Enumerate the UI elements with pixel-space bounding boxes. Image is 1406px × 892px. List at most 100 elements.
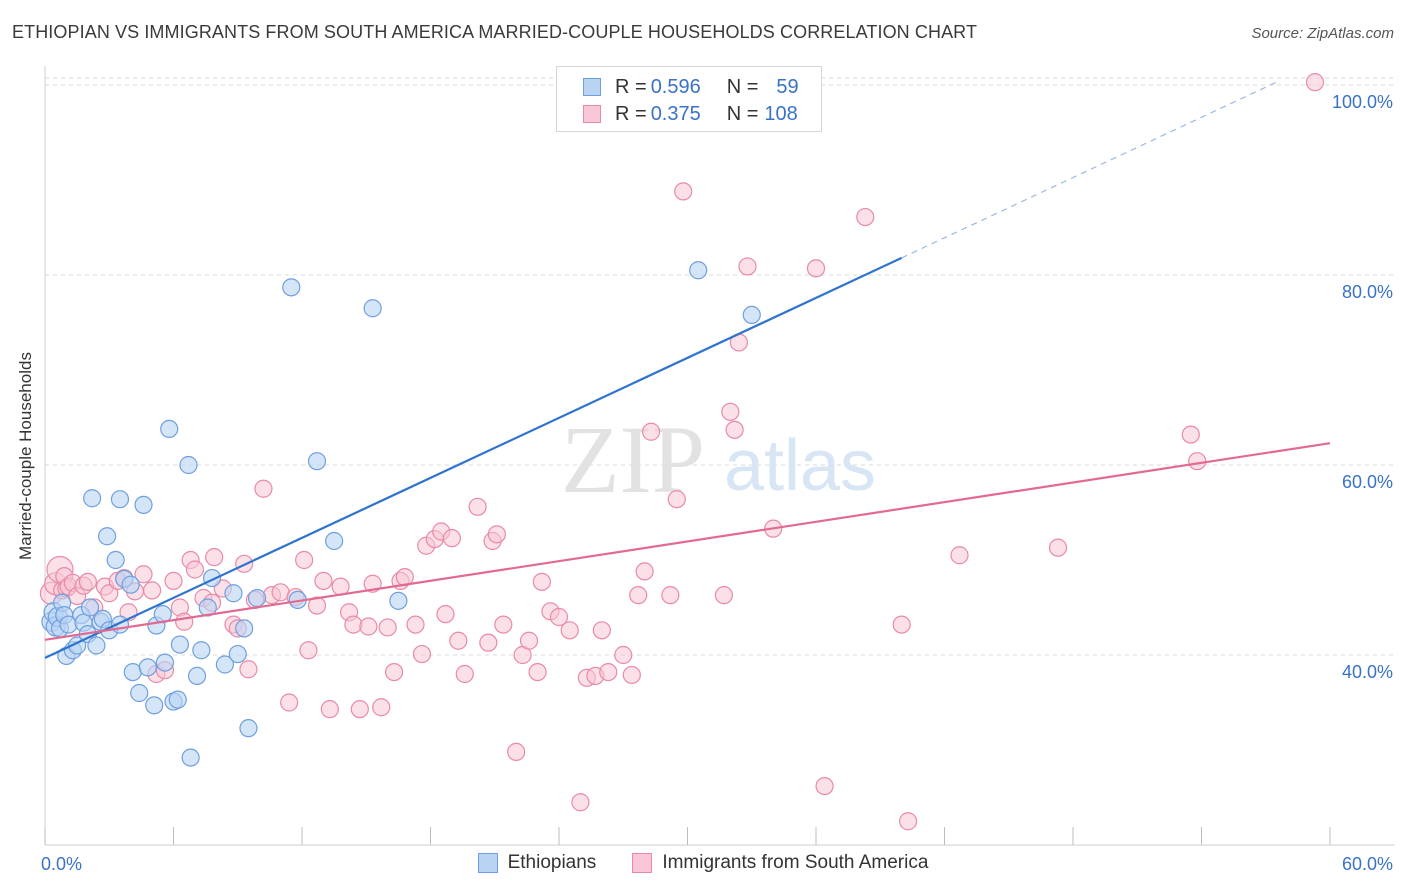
point-ethiopians	[170, 635, 190, 654]
point-immigrants	[599, 662, 618, 682]
point-ethiopians	[192, 641, 211, 660]
point-immigrants	[1181, 425, 1200, 444]
swatch-blue	[583, 78, 601, 96]
point-immigrants	[280, 693, 299, 712]
point-ethiopians	[307, 452, 327, 471]
point-immigrants	[667, 490, 686, 509]
point-immigrants	[507, 742, 526, 762]
point-immigrants	[856, 207, 875, 227]
legend-item-immigrants: Immigrants from South America	[632, 852, 928, 874]
point-immigrants	[806, 259, 826, 278]
y-tick-label-0: 40.0%	[1342, 662, 1393, 682]
point-immigrants	[487, 525, 506, 544]
point-immigrants	[442, 529, 462, 548]
point-ethiopians	[106, 550, 125, 570]
point-immigrants	[254, 479, 273, 498]
point-ethiopians	[123, 662, 142, 682]
point-immigrants	[134, 565, 153, 584]
point-immigrants	[738, 257, 757, 276]
trend-line-immigrants	[44, 442, 1331, 641]
point-ethiopians	[389, 591, 408, 610]
point-ethiopians	[130, 683, 149, 703]
point-ethiopians	[121, 575, 140, 594]
point-immigrants	[571, 793, 590, 812]
point-ethiopians	[187, 666, 207, 686]
point-immigrants	[950, 546, 969, 565]
point-immigrants	[674, 182, 693, 201]
point-immigrants	[815, 776, 834, 796]
watermark-atlas: atlas	[724, 426, 876, 506]
point-immigrants	[641, 422, 661, 441]
y-tick-label-2: 80.0%	[1342, 282, 1393, 302]
point-immigrants	[1305, 73, 1325, 92]
point-immigrants	[629, 586, 648, 605]
tick-labels: 40.0% 60.0% 80.0% 100.0% 0.0% 60.0%	[41, 92, 1393, 874]
point-immigrants	[344, 615, 363, 634]
point-immigrants	[725, 420, 744, 439]
point-immigrants	[721, 402, 740, 421]
point-immigrants	[412, 644, 432, 664]
point-immigrants	[314, 571, 333, 591]
watermark: ZIP atlas	[561, 406, 876, 513]
stats-row-ethiopians: R = 0.596 N = 59	[583, 75, 799, 99]
trend-line-ethiopians	[44, 256, 903, 659]
point-immigrants	[892, 615, 911, 634]
point-immigrants	[239, 660, 258, 679]
point-immigrants	[635, 562, 654, 581]
r-label: R =	[615, 102, 647, 125]
point-ethiopians	[98, 527, 117, 546]
point-ethiopians	[181, 748, 200, 767]
point-ethiopians	[363, 299, 382, 318]
point-ethiopians	[179, 455, 198, 475]
point-immigrants	[142, 581, 162, 600]
point-immigrants	[436, 605, 455, 624]
point-ethiopians	[134, 495, 153, 514]
point-ethiopians	[160, 419, 179, 438]
point-ethiopians	[325, 531, 344, 551]
point-ethiopians	[83, 489, 102, 508]
legend-item-ethiopians: Ethiopians	[477, 852, 596, 874]
point-immigrants	[406, 615, 425, 634]
point-immigrants	[494, 615, 513, 634]
point-immigrants	[384, 662, 404, 682]
point-immigrants	[100, 584, 119, 603]
point-immigrants	[350, 700, 369, 719]
legend-swatch-blue	[477, 853, 498, 873]
point-immigrants	[359, 617, 378, 636]
point-immigrants	[320, 700, 339, 719]
n-value: 59	[776, 75, 799, 98]
legend-label-immigrants: Immigrants from South America	[662, 852, 929, 873]
point-immigrants	[898, 812, 918, 831]
y-tick-label-3: 100.0%	[1332, 92, 1393, 112]
point-ethiopians	[228, 644, 247, 664]
point-immigrants	[455, 664, 474, 684]
point-immigrants	[1048, 538, 1068, 557]
point-immigrants	[295, 550, 314, 570]
point-immigrants	[614, 645, 633, 665]
source-credit: Source: ZipAtlas.com	[1251, 25, 1394, 42]
point-immigrants	[479, 633, 498, 652]
n-label: N =	[726, 102, 759, 125]
point-immigrants	[528, 662, 547, 682]
point-immigrants	[205, 548, 224, 567]
point-immigrants	[78, 572, 97, 591]
n-label: N =	[726, 75, 759, 98]
point-ethiopians	[168, 690, 187, 709]
point-ethiopians	[138, 658, 157, 677]
r-value: 0.375	[650, 102, 701, 125]
x-tick-label-1: 60.0%	[1342, 854, 1393, 874]
series-legend: Ethiopians Immigrants from South America	[0, 852, 1406, 874]
r-label: R =	[615, 75, 647, 98]
point-ethiopians	[224, 584, 243, 603]
stats-row-immigrants: R = 0.375 N = 108	[583, 102, 798, 126]
y-tick-label-1: 60.0%	[1342, 472, 1393, 492]
point-ethiopians	[155, 653, 175, 672]
point-immigrants	[449, 631, 468, 650]
y-axis-label: Married-couple Households	[16, 352, 35, 560]
swatch-pink	[583, 105, 601, 123]
point-immigrants	[164, 571, 183, 591]
x-tick-label-0: 0.0%	[41, 854, 82, 874]
trend-lines	[44, 81, 1331, 659]
point-ethiopians	[110, 490, 130, 509]
point-immigrants	[271, 583, 290, 602]
